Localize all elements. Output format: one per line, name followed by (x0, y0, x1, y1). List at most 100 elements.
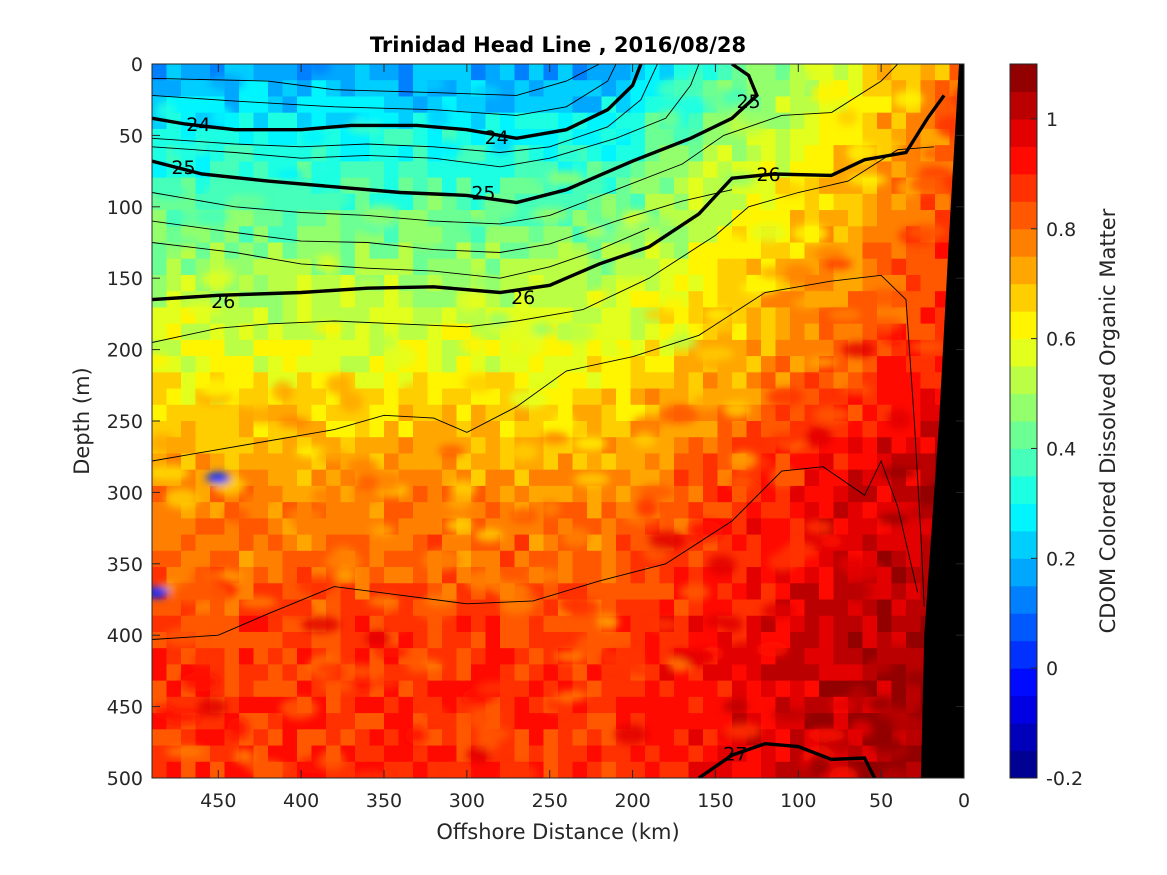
field-cell (297, 631, 313, 649)
field-cell (543, 599, 559, 617)
field-cell (224, 323, 240, 341)
field-cell (152, 323, 168, 341)
field-cell (558, 388, 574, 406)
field-cell (819, 583, 835, 601)
field-cell (848, 615, 864, 633)
field-cell (268, 696, 284, 714)
field-cell (442, 193, 458, 211)
contour-label: 24 (186, 114, 210, 136)
colorbar-frame (1009, 63, 1038, 779)
field-cell (398, 193, 414, 211)
field-blob (729, 474, 753, 490)
field-cell (587, 388, 603, 406)
x-tick-label: 250 (532, 790, 568, 812)
field-cell (514, 112, 530, 130)
field-cell (819, 307, 835, 325)
field-cell (732, 502, 748, 520)
field-cell (601, 421, 617, 439)
field-blob (162, 710, 203, 724)
field-cell (514, 550, 530, 568)
field-blob (165, 746, 205, 757)
field-cell (659, 713, 675, 731)
field-blob (299, 758, 321, 774)
field-cell (616, 193, 632, 211)
field-cell (761, 145, 777, 163)
field-cell (384, 388, 400, 406)
field-cell (775, 339, 791, 357)
field-cell (340, 421, 356, 439)
field-blob (463, 373, 495, 393)
field-blob (540, 431, 569, 445)
field-cell (862, 128, 878, 146)
field-cell (703, 680, 719, 698)
colorbar-swatch (1010, 118, 1037, 147)
field-cell (456, 421, 472, 439)
field-cell (224, 631, 240, 649)
isopycnal-24 (152, 64, 643, 141)
field-cell (616, 761, 632, 778)
field-cell (645, 599, 661, 617)
field-cell (630, 323, 646, 341)
field-cell (891, 599, 907, 617)
field-cell (790, 518, 806, 536)
field-cell (862, 193, 878, 211)
field-cell (297, 177, 313, 195)
field-cell (616, 356, 632, 374)
field-cell (268, 615, 284, 633)
field-cell (253, 713, 269, 731)
field-cell (166, 80, 182, 98)
field-blob (277, 416, 310, 428)
field-cell (717, 664, 733, 682)
field-cell (195, 485, 211, 503)
field-cell (746, 550, 762, 568)
field-cell (456, 550, 472, 568)
field-cell (703, 599, 719, 617)
field-cell (500, 453, 516, 471)
field-cell (862, 323, 878, 341)
colorbar-swatch (1010, 393, 1037, 422)
contour-label: 26 (511, 287, 535, 309)
field-cell (572, 64, 588, 82)
field-cell (601, 583, 617, 601)
field-cell (688, 567, 704, 585)
field-cell (355, 421, 371, 439)
field-cell (239, 177, 255, 195)
field-cell (500, 648, 516, 666)
field-cell (427, 64, 443, 82)
field-blob (907, 223, 947, 239)
field-cell (804, 112, 820, 130)
field-cell (500, 64, 516, 82)
field-cell (848, 242, 864, 260)
field-cell (268, 469, 284, 487)
field-blob (886, 408, 912, 431)
field-cell (297, 274, 313, 292)
field-cell (833, 599, 849, 617)
field-cell (152, 258, 168, 276)
field-cell (166, 356, 182, 374)
field-cell (413, 713, 429, 731)
field-cell (456, 664, 472, 682)
field-cell (268, 648, 284, 666)
field-cell (195, 437, 211, 455)
field-cell (384, 404, 400, 422)
field-cell (326, 307, 342, 325)
field-cell (674, 193, 690, 211)
field-blob (444, 763, 469, 778)
field-cell (862, 258, 878, 276)
field-cell (732, 583, 748, 601)
field-cell (761, 242, 777, 260)
field-cell (166, 64, 182, 82)
field-cell (166, 648, 182, 666)
field-cell (253, 323, 269, 341)
field-cell (775, 356, 791, 374)
field-cell (427, 615, 443, 633)
field-cell (355, 177, 371, 195)
field-cell (833, 615, 849, 633)
field-blob (351, 676, 374, 692)
field-blob (870, 735, 904, 754)
field-cell (471, 469, 487, 487)
field-cell (442, 372, 458, 390)
field-cell (224, 615, 240, 633)
field-cell (152, 145, 168, 163)
field-cell (616, 307, 632, 325)
